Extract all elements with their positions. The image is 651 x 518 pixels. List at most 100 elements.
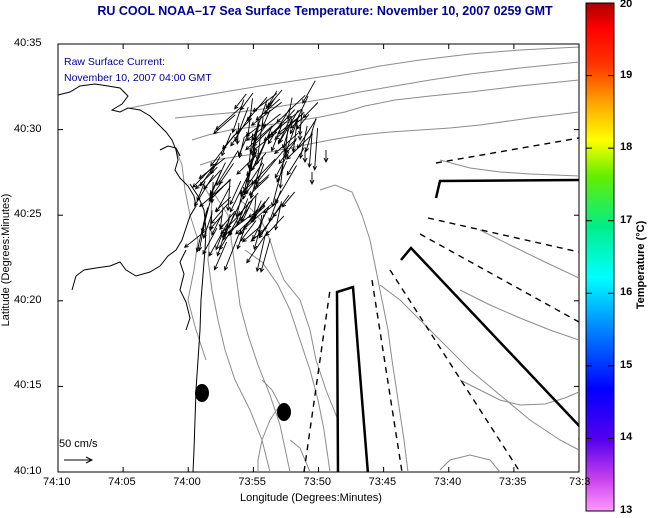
current-vector [250, 227, 268, 242]
current-vector [215, 107, 242, 131]
current-vector [234, 106, 249, 143]
current-vector [240, 201, 250, 223]
current-vector [215, 229, 225, 251]
colorbar-tick-label: 19 [620, 68, 633, 81]
current-vector [302, 102, 319, 119]
colorbar-ticks [586, 2, 614, 512]
x-tick-label: 74:00 [173, 476, 201, 488]
sector-box-north [434, 178, 579, 210]
x-tick-label: 73:55 [238, 476, 266, 488]
current-vector [242, 204, 272, 231]
current-vector [226, 180, 231, 212]
current-vector [239, 220, 257, 242]
current-vector [251, 99, 268, 142]
current-vector [298, 125, 308, 160]
current-vector [218, 207, 224, 229]
colorbar-tick-label: 15 [620, 358, 633, 371]
current-vector [262, 109, 271, 128]
current-vector [237, 134, 249, 157]
current-vector [236, 154, 257, 175]
current-vector [251, 141, 266, 172]
current-vector [255, 234, 266, 273]
sector-box-middle [400, 246, 579, 440]
current-vector [309, 172, 315, 186]
current-vector [203, 169, 222, 190]
x-tick-label: 74:10 [43, 476, 71, 488]
current-vector [195, 210, 208, 253]
colorbar-tick-label: 13 [620, 504, 633, 516]
y-tick-label: 40:20 [14, 293, 42, 306]
axis-ticks [57, 43, 580, 473]
current-note-line2: November 10, 2007 04:00 GMT [64, 72, 212, 84]
scale-vector-label: 50 cm/s [59, 438, 98, 450]
sector-box-south [335, 285, 370, 472]
current-vector [255, 117, 264, 162]
current-vector [278, 139, 297, 165]
current-vector [281, 118, 293, 150]
current-vector [289, 95, 309, 135]
y-tick-label: 40:35 [14, 37, 42, 49]
y-tick-label: 40:25 [14, 208, 42, 221]
station-marker [277, 403, 291, 421]
y-axis-label: Latitude (Degrees:Minutes) [0, 193, 12, 327]
colorbar-tick-label: 16 [620, 286, 633, 299]
current-vector [296, 118, 317, 150]
current-vector [197, 207, 209, 252]
colorbar [585, 2, 615, 512]
current-vector [282, 138, 298, 152]
x-tick-label: 73:3 [569, 476, 591, 488]
current-vector [276, 94, 306, 124]
x-tick-label: 73:50 [303, 476, 332, 488]
current-vector [274, 151, 290, 179]
current-vector [258, 203, 282, 239]
current-vector [302, 80, 316, 104]
surface-current-vectors [183, 80, 329, 273]
map-title: RU COOL NOAA–17 Sea Surface Temperature:… [97, 4, 553, 18]
current-vector [235, 205, 266, 235]
current-vector [183, 230, 207, 248]
x-tick-label: 74:05 [108, 476, 136, 488]
current-vector [213, 114, 236, 135]
colorbar-tick-label: 18 [620, 141, 633, 154]
current-vector [255, 98, 281, 121]
sector-dashed-lines [303, 137, 579, 472]
current-vector [208, 210, 213, 232]
current-vector [255, 150, 284, 185]
plot-frame [57, 43, 580, 473]
station-marker [195, 384, 209, 402]
current-vector [251, 195, 257, 221]
current-vector [244, 124, 261, 138]
current-vector [281, 191, 296, 208]
colorbar-tick-label: 14 [620, 431, 633, 444]
x-tick-label: 73:35 [498, 476, 527, 488]
current-vector [216, 150, 239, 187]
current-vector [227, 196, 244, 230]
current-vector [297, 128, 303, 142]
colorbar-label: Temperature (°C) [635, 220, 647, 310]
x-tick-label: 73:45 [368, 476, 397, 488]
current-vector [242, 155, 254, 192]
current-vector [211, 216, 222, 236]
current-vector [230, 112, 253, 147]
current-vector [276, 160, 288, 183]
current-vector [208, 223, 228, 257]
current-vector [245, 125, 273, 151]
current-vector [304, 118, 317, 153]
current-vector [252, 93, 278, 112]
current-vector [239, 92, 254, 111]
current-vector [214, 196, 232, 212]
current-vector [209, 182, 222, 199]
current-vector [220, 211, 243, 235]
scale-arrow [64, 456, 94, 464]
x-tick-label: 73:40 [433, 476, 462, 488]
current-vector [291, 118, 299, 153]
y-axis-label-box: Latitude (Degrees:Minutes) [0, 180, 12, 340]
current-vector [194, 166, 218, 190]
current-vector [244, 179, 258, 196]
current-vector [196, 180, 206, 202]
current-vector [198, 157, 226, 180]
current-vector [252, 131, 278, 151]
current-vector [213, 241, 228, 271]
current-vector [231, 99, 245, 134]
current-vector [229, 180, 242, 206]
